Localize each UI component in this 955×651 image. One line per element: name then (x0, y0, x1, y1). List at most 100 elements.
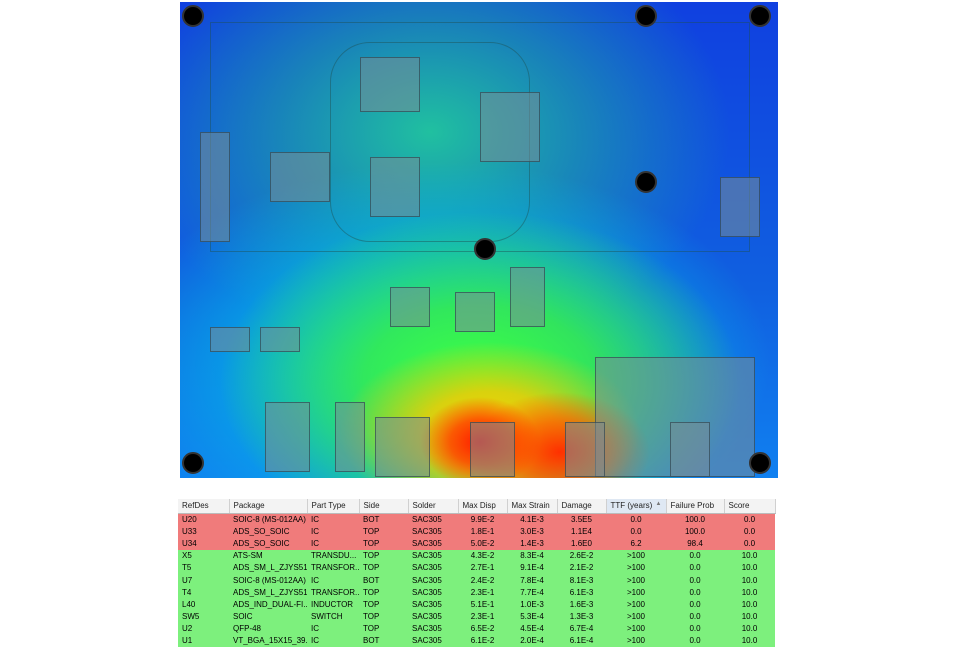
component[interactable] (260, 327, 300, 352)
cell-max-strain: 1.4E-3 (507, 537, 557, 550)
cell-package: SOIC (229, 610, 307, 623)
cell-failure-prob: 0.0 (666, 610, 724, 623)
component[interactable] (510, 267, 545, 327)
cell-score: 10.0 (724, 622, 775, 635)
connector[interactable] (375, 417, 430, 477)
cell-side: TOP (359, 549, 408, 562)
cell-part-type: IC (307, 537, 359, 550)
component[interactable] (390, 287, 430, 327)
component[interactable] (360, 57, 420, 112)
table-row[interactable]: T5ADS_SM_L_ZJYS51R5TRANSFOR...TOPSAC3052… (178, 561, 775, 574)
column-header-solder[interactable]: Solder (408, 499, 459, 514)
connector[interactable] (670, 422, 710, 477)
connector[interactable] (470, 422, 515, 477)
mounting-hole (749, 452, 771, 474)
cell-score: 10.0 (724, 561, 775, 574)
table-row[interactable]: SW5 SOIC SWITCH TOP SAC305 2.3E-1 5.3E-4 1.3E-3… (178, 610, 775, 623)
cell-failure-prob: 0.0 (666, 561, 724, 574)
cell-ttf-years: >100 (606, 549, 666, 562)
cell-package: ADS_IND_DUAL-FI... (229, 598, 307, 611)
component[interactable] (210, 327, 250, 352)
cell-failure-prob: 0.0 (666, 622, 724, 635)
cell-solder: SAC305 (408, 513, 458, 526)
component[interactable] (455, 292, 495, 332)
cell-failure-prob: 0.0 (666, 549, 724, 562)
column-header-score[interactable]: Score (724, 499, 776, 514)
table-row[interactable]: T4ADS_SM_L_ZJYS51R5TRANSFOR...TOPSAC3052… (178, 586, 775, 599)
component[interactable] (720, 177, 760, 237)
table-row[interactable]: U33 ADS_SO_SOIC IC TOP SAC305 1.8E-1 3.0E-3 1.1… (178, 525, 775, 538)
cell-max-strain: 4.1E-3 (507, 513, 557, 526)
cell-max-strain: 2.0E-4 (507, 634, 557, 648)
cell-solder: SAC305 (408, 561, 458, 574)
cell-ttf-years: >100 (606, 561, 666, 574)
table-row[interactable]: U20 SOIC-8 (MS-012AA) IC BOT SAC305 9.9E-2 4.1… (178, 513, 775, 526)
cell-side: TOP (359, 598, 408, 611)
cell-solder: SAC305 (408, 573, 458, 587)
cell-damage: 1.6E-3 (557, 598, 606, 611)
column-header-damage[interactable]: Damage (557, 499, 607, 514)
cell-part-type: TRANSDU... (307, 549, 359, 562)
component[interactable] (200, 132, 230, 242)
cell-score: 10.0 (724, 549, 775, 562)
column-header-ttf-years[interactable]: TTF (years) ▲ (606, 499, 667, 514)
cell-max-strain: 9.1E-4 (507, 561, 557, 574)
cell-failure-prob: 100.0 (666, 525, 724, 538)
cell-part-type: IC (307, 622, 359, 635)
cell-side: TOP (359, 525, 408, 538)
cell-damage: 1.6E0 (557, 537, 606, 550)
column-header-failure-prob[interactable]: Failure Prob (666, 499, 725, 514)
column-header-refdes[interactable]: RefDes (178, 499, 230, 514)
cell-side: BOT (359, 513, 408, 526)
column-header-max-disp[interactable]: Max Disp (458, 499, 508, 514)
column-header-max-strain[interactable]: Max Strain (507, 499, 558, 514)
cell-ttf-years: >100 (606, 634, 666, 648)
cell-max-strain: 8.3E-4 (507, 549, 557, 562)
cell-package: VT_BGA_15X15_39... (229, 634, 307, 648)
cell-refdes: X5 (178, 549, 229, 562)
cell-part-type: TRANSFOR... (307, 561, 359, 574)
column-header-label: TTF (years) (610, 501, 653, 511)
cell-ttf-years: 0.0 (606, 525, 666, 538)
column-header-label: Failure Prob (670, 501, 715, 511)
cell-solder: SAC305 (408, 610, 458, 623)
cell-score: 0.0 (724, 525, 775, 538)
component[interactable] (480, 92, 540, 162)
component[interactable] (270, 152, 330, 202)
column-header-label: Score (728, 501, 750, 511)
table-row[interactable]: U1 VT_BGA_15X15_39... IC BOT SAC305 6.1E-2 2.0… (178, 634, 775, 648)
column-header-label: Damage (561, 501, 592, 511)
pcb-strain-heatmap[interactable] (180, 2, 778, 478)
connector[interactable] (335, 402, 365, 472)
table-row[interactable]: L40 ADS_IND_DUAL-FI... INDUCTOR TOP SAC305 5.… (178, 598, 775, 611)
cell-max-strain: 7.8E-4 (507, 573, 557, 587)
column-header-package[interactable]: Package (229, 499, 308, 514)
cell-ttf-years: >100 (606, 622, 666, 635)
cell-package: ADS_SM_L_ZJYS51R5 (229, 561, 307, 574)
connector[interactable] (265, 402, 310, 472)
component[interactable] (370, 157, 420, 217)
cell-side: TOP (359, 610, 408, 623)
table-row[interactable]: U2 QFP-48 IC TOP SAC305 6.5E-2 4.5E-4 6.7E-4 >10… (178, 622, 775, 635)
column-header-side[interactable]: Side (359, 499, 409, 514)
column-header-part-type[interactable]: Part Type (307, 499, 360, 514)
cell-side: TOP (359, 586, 408, 599)
cell-damage: 6.7E-4 (557, 622, 606, 635)
cell-damage: 2.1E-2 (557, 561, 606, 574)
table-row[interactable]: U34 ADS_SO_SOIC IC TOP SAC305 5.0E-2 1.4E-3 1.6… (178, 537, 775, 550)
table-row[interactable]: U7 SOIC-8 (MS-012AA) IC BOT SAC305 2.4E-2 7.8E… (178, 573, 775, 587)
cell-max-disp: 9.9E-2 (458, 513, 507, 526)
cell-ttf-years: >100 (606, 586, 666, 599)
cell-refdes: U1 (178, 634, 229, 648)
cell-max-strain: 4.5E-4 (507, 622, 557, 635)
cell-max-disp: 1.8E-1 (458, 525, 507, 538)
table-row[interactable]: X5 ATS-SM TRANSDU... TOP SAC305 4.3E-2 8.3E-4 2… (178, 549, 775, 562)
column-header-label: Side (363, 501, 380, 511)
cell-damage: 1.1E4 (557, 525, 606, 538)
cell-side: TOP (359, 537, 408, 550)
cell-max-strain: 5.3E-4 (507, 610, 557, 623)
connector[interactable] (565, 422, 605, 477)
column-header-label: Solder (412, 501, 436, 511)
cell-failure-prob: 0.0 (666, 598, 724, 611)
cell-score: 10.0 (724, 598, 775, 611)
